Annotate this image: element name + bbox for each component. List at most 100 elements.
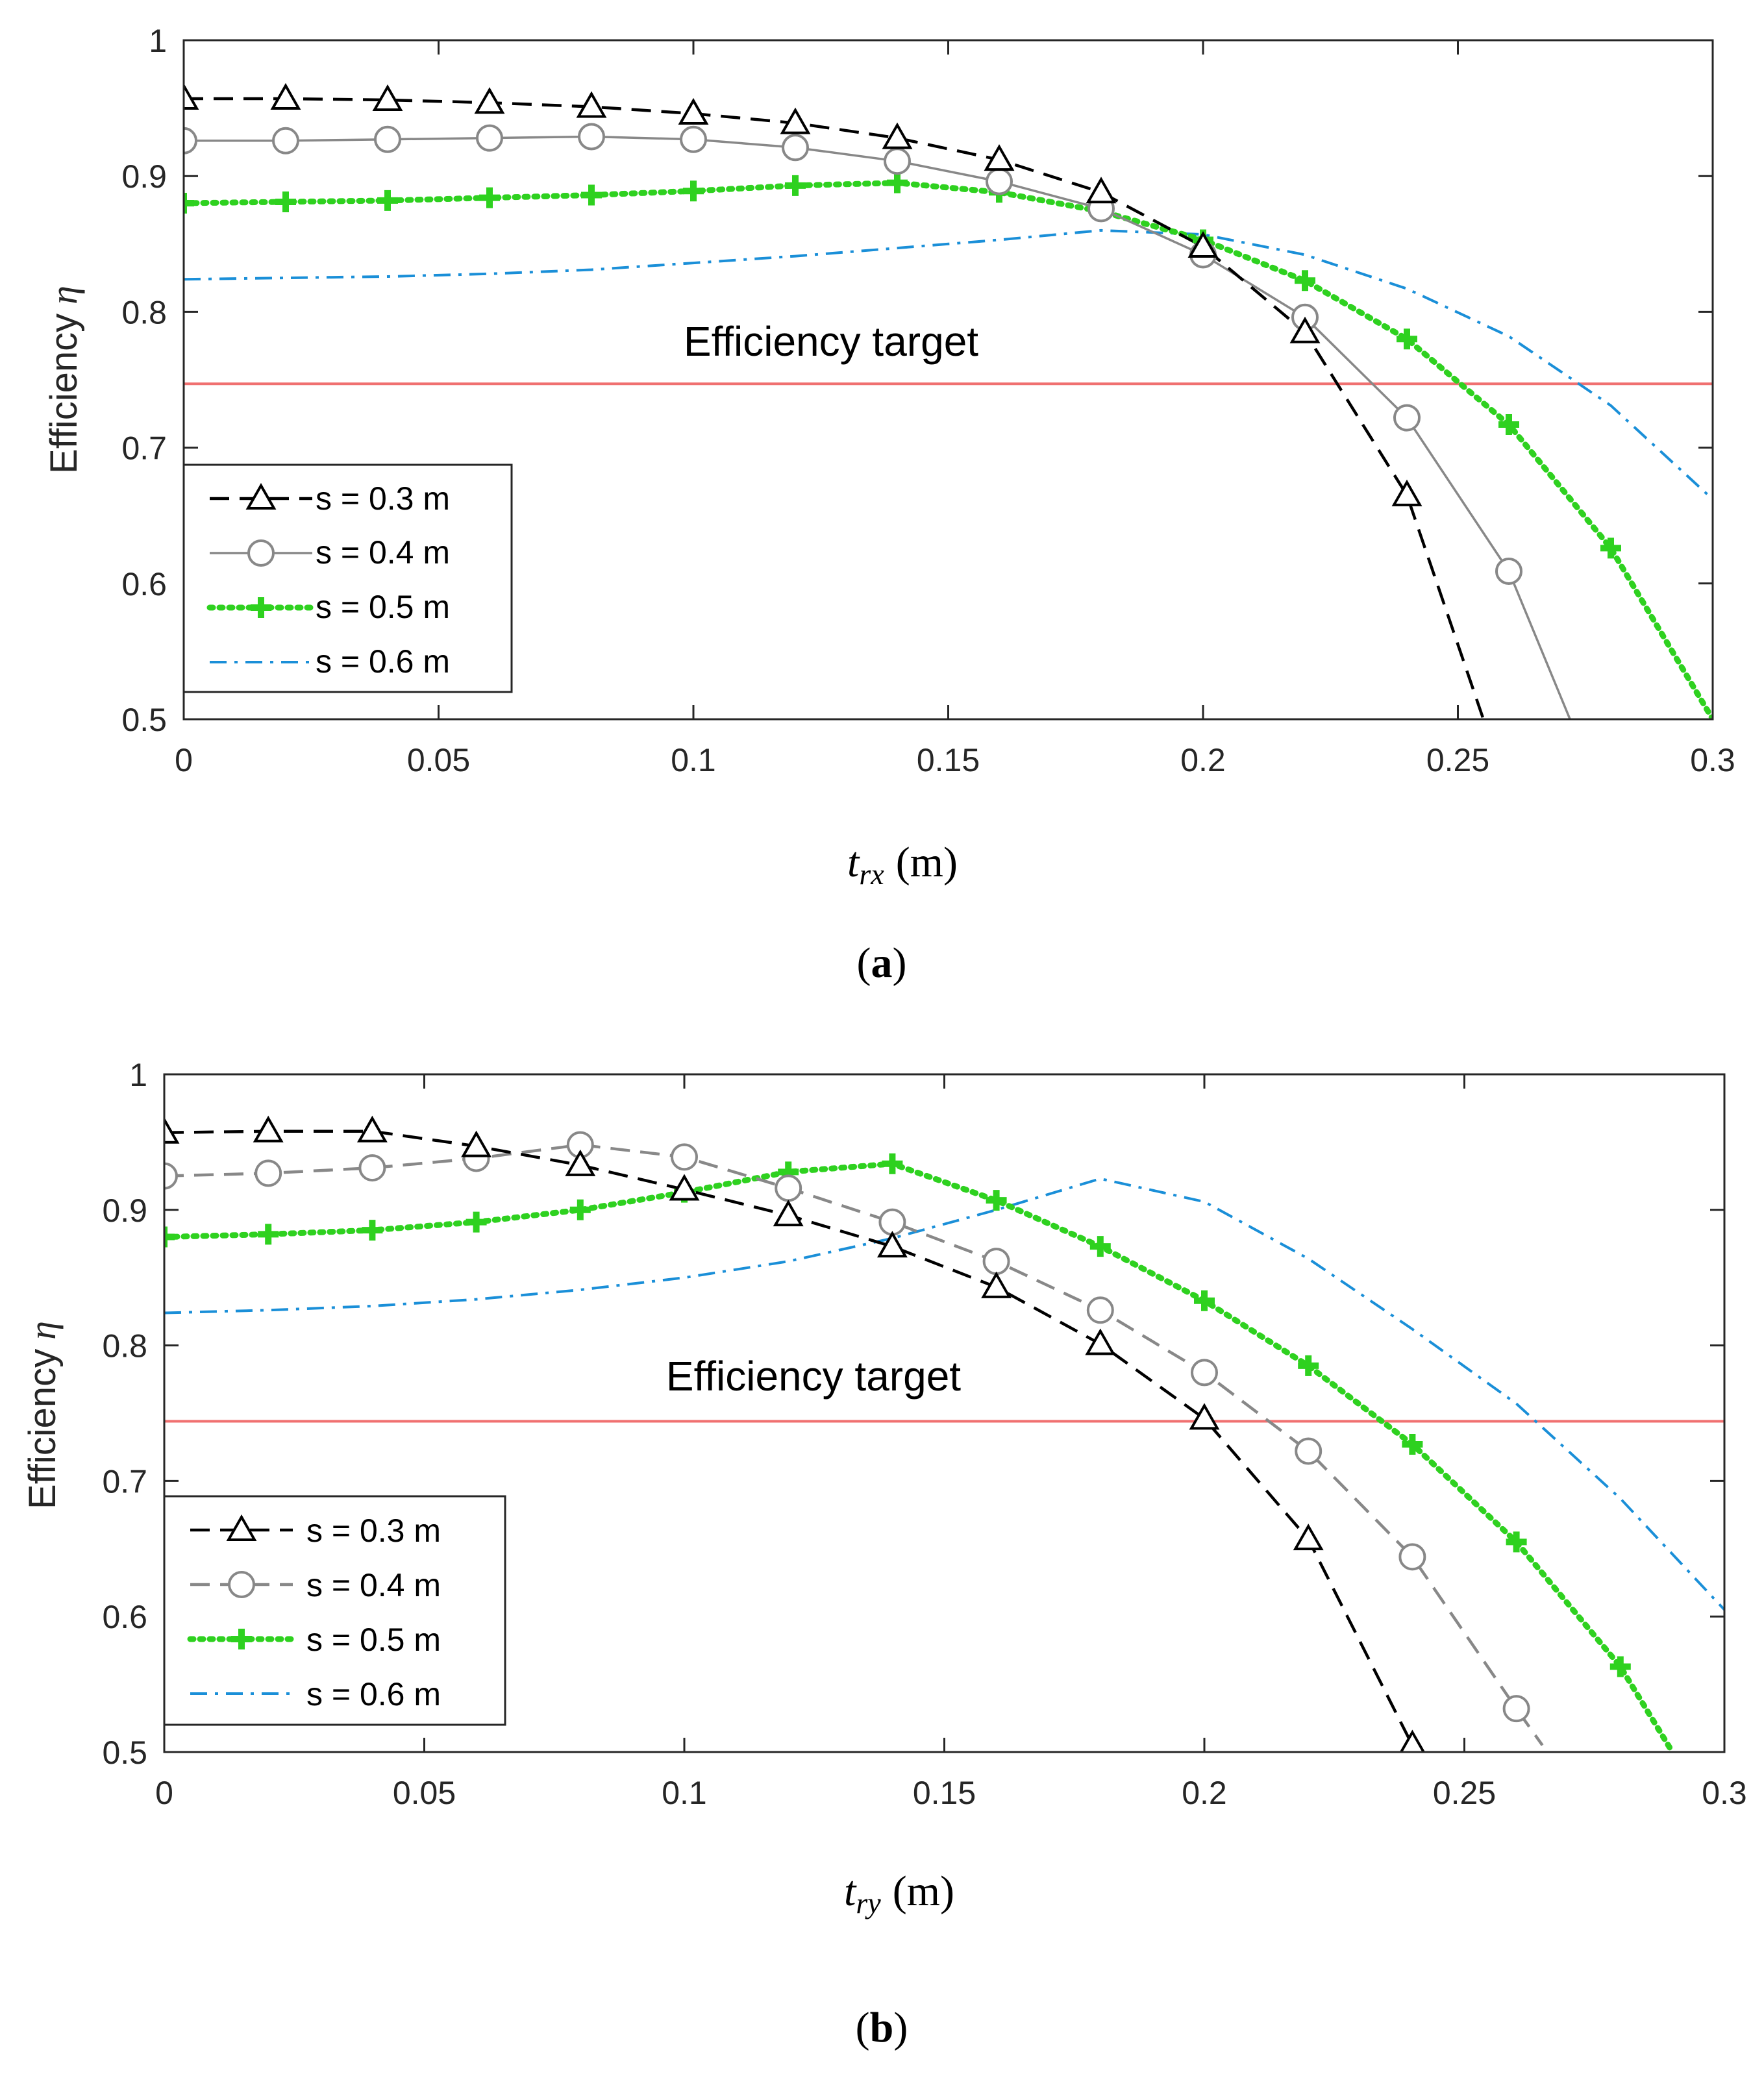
svg-text:Efficiencyη: Efficiency η bbox=[43, 286, 85, 474]
data-point bbox=[884, 147, 911, 175]
data-point bbox=[986, 1190, 1007, 1211]
x-tick-label: 0.3 bbox=[1702, 1775, 1747, 1811]
data-point bbox=[1298, 1355, 1319, 1376]
axis-ticks: 0 0.05 0.1 0.15 0.2 0.25 0.3 0.5 0.6 0.7 0.8 0.9 1 bbox=[102, 1057, 1746, 1811]
y-tick-label: 0.9 bbox=[102, 1192, 147, 1229]
data-point bbox=[1089, 1236, 1111, 1257]
y-tick-label: 0.6 bbox=[121, 566, 167, 602]
data-point bbox=[466, 1211, 487, 1233]
data-point bbox=[1289, 316, 1321, 343]
data-point bbox=[275, 191, 296, 212]
xlabel-unit: (m) bbox=[896, 839, 958, 886]
data-point bbox=[565, 1149, 596, 1176]
target-annotation: Efficiency target bbox=[684, 318, 978, 365]
series-line-3 bbox=[184, 97, 1485, 719]
data-point bbox=[1495, 557, 1522, 585]
data-point bbox=[1194, 1290, 1215, 1311]
legend-marker bbox=[251, 597, 271, 618]
data-point bbox=[581, 184, 602, 206]
legend-marker bbox=[228, 1571, 255, 1598]
data-point bbox=[1295, 1437, 1323, 1465]
legend-label-s04: s = 0.4 m bbox=[316, 534, 450, 571]
data-point bbox=[164, 1226, 175, 1248]
legend: s = 0.3 m s = 0.4 m s = 0.5 m s = 0.6 m bbox=[163, 1495, 506, 1726]
x-tick-label: 0 bbox=[155, 1775, 173, 1811]
legend-swatches bbox=[206, 482, 316, 663]
data-point bbox=[1295, 270, 1315, 291]
legend-marker bbox=[231, 1629, 252, 1649]
legend-label-s03: s = 0.3 m bbox=[306, 1512, 441, 1549]
data-point bbox=[372, 84, 403, 112]
y-axis-title: Efficiency η bbox=[21, 1321, 64, 1509]
data-point bbox=[775, 1174, 802, 1202]
legend-marker bbox=[247, 539, 275, 567]
panel-label-a: (a) bbox=[857, 939, 907, 987]
data-point bbox=[1402, 1434, 1423, 1455]
data-point bbox=[1506, 1531, 1527, 1553]
data-point bbox=[878, 1208, 906, 1236]
data-point bbox=[164, 1162, 178, 1190]
data-point bbox=[780, 107, 811, 134]
data-point bbox=[1393, 404, 1421, 432]
data-point bbox=[253, 1115, 284, 1142]
data-point bbox=[255, 1159, 282, 1187]
x-axis-title: trx (m) bbox=[847, 839, 958, 891]
data-point bbox=[356, 1115, 388, 1142]
data-point bbox=[1398, 1543, 1426, 1571]
legend: s = 0.3 m s = 0.4 m s = 0.5 m s = 0.6 m bbox=[182, 463, 513, 693]
xlabel-subscript: ry bbox=[856, 1886, 881, 1920]
panel-label-b: (b) bbox=[856, 2004, 908, 2051]
data-point bbox=[479, 187, 500, 208]
xlabel-unit: (m) bbox=[893, 1868, 954, 1915]
target-annotation: Efficiency target bbox=[666, 1353, 961, 1400]
ylabel-text: Efficiency bbox=[43, 314, 85, 474]
y-tick-label: 1 bbox=[149, 23, 167, 59]
data-point bbox=[184, 127, 197, 154]
data-point bbox=[461, 1130, 492, 1157]
legend-label-s06: s = 0.6 m bbox=[306, 1676, 441, 1712]
data-point bbox=[773, 1200, 804, 1227]
svg-text:Efficiencyη: Efficiency η bbox=[21, 1321, 64, 1509]
data-point bbox=[1498, 414, 1519, 436]
xlabel-subscript: rx bbox=[859, 858, 884, 891]
data-point bbox=[671, 1143, 698, 1171]
y-tick-label: 0.8 bbox=[121, 294, 167, 330]
data-point bbox=[1191, 1359, 1218, 1387]
plot-lines bbox=[164, 1115, 1724, 1752]
y-tick-label: 0.7 bbox=[121, 430, 167, 467]
data-point bbox=[1399, 1729, 1426, 1752]
data-point bbox=[683, 180, 704, 202]
legend-marker bbox=[226, 1514, 257, 1541]
y-tick-label: 0.7 bbox=[102, 1463, 147, 1500]
x-tick-label: 0.1 bbox=[671, 742, 716, 778]
series-line-6 bbox=[184, 228, 1713, 500]
data-point bbox=[1391, 479, 1422, 506]
legend-box bbox=[163, 1495, 506, 1726]
legend-marker bbox=[245, 482, 277, 510]
legend-swatches bbox=[187, 1514, 296, 1695]
y-tick-label: 0.5 bbox=[121, 702, 167, 738]
data-point bbox=[984, 144, 1015, 171]
x-tick-label: 0.25 bbox=[1426, 742, 1489, 778]
data-point bbox=[1609, 1656, 1631, 1677]
y-tick-label: 0.9 bbox=[121, 158, 167, 195]
data-point bbox=[782, 134, 809, 162]
data-point bbox=[184, 193, 194, 214]
data-point bbox=[1189, 1403, 1220, 1430]
legend-box bbox=[182, 463, 513, 693]
x-tick-label: 0.25 bbox=[1433, 1775, 1496, 1811]
chart-panel-a: 0 0.05 0.1 0.15 0.2 0.25 0.3 0.5 0.6 0.7 0.8 0.9 1 E… bbox=[43, 23, 1735, 987]
series-line-6 bbox=[164, 1177, 1724, 1611]
series-line-4 bbox=[164, 1143, 1544, 1746]
x-tick-label: 0.2 bbox=[1180, 742, 1226, 778]
x-tick-label: 0.1 bbox=[662, 1775, 707, 1811]
x-tick-label: 0.05 bbox=[393, 1775, 456, 1811]
data-point bbox=[184, 82, 199, 110]
data-point bbox=[358, 1154, 386, 1182]
data-point bbox=[882, 122, 913, 149]
data-point bbox=[882, 1153, 903, 1174]
data-point bbox=[1293, 1524, 1324, 1551]
data-point bbox=[986, 167, 1013, 195]
legend-label-s06: s = 0.6 m bbox=[316, 643, 450, 680]
